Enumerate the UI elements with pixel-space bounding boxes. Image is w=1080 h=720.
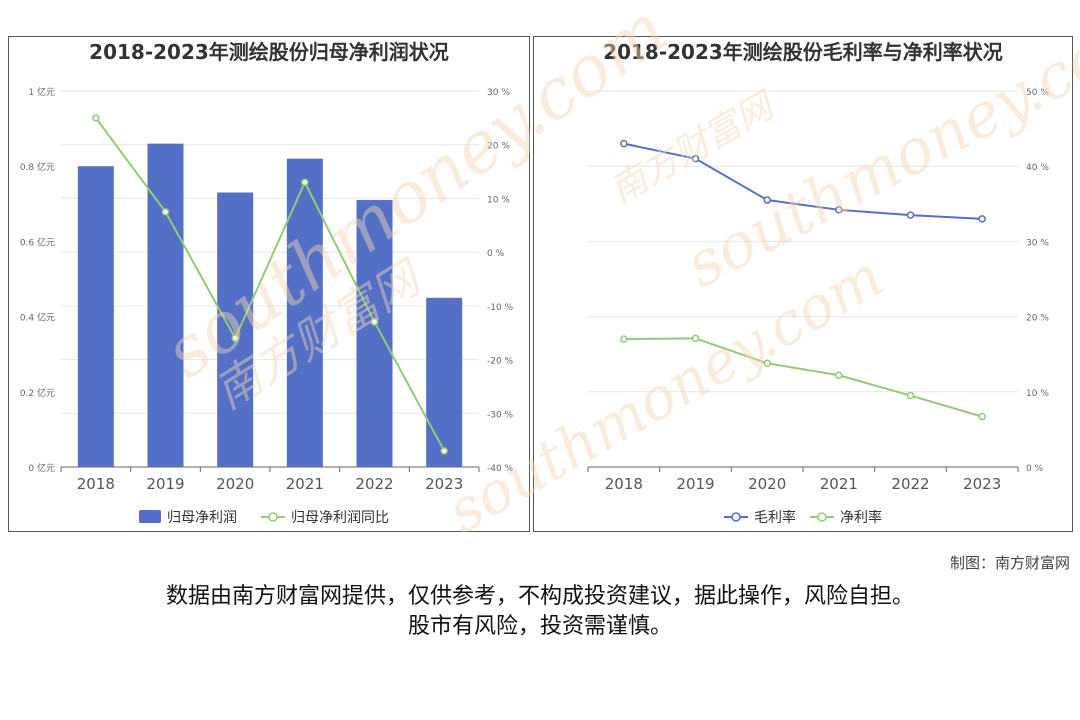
series-point — [763, 359, 771, 367]
x-tick-label: 2022 — [355, 475, 393, 493]
right-tick-label: 0 % — [487, 249, 505, 259]
chart-title: 2018-2023年测绘股份归母净利润状况 — [89, 40, 449, 64]
series-point — [835, 371, 843, 380]
left-tick-label: 1 亿元 — [28, 86, 55, 98]
legend-line-marker — [817, 512, 827, 522]
right-tick-label: 20 % — [1026, 314, 1049, 324]
series-point — [763, 196, 771, 204]
right-tick-label: 30 % — [487, 88, 510, 98]
bar — [286, 158, 323, 467]
series-point — [978, 412, 986, 421]
series-line-0 — [623, 142, 983, 220]
series-point — [906, 211, 915, 219]
x-tick-label: 2019 — [676, 475, 714, 493]
series-point — [691, 334, 700, 343]
right-tick-label: 20 % — [487, 142, 510, 152]
series-point — [691, 154, 700, 163]
right-tick-label: -30 % — [487, 410, 514, 420]
margin-chart-panel: 2018-2023年测绘股份毛利率与净利率状况 0 % 10 % 20 % 30 % 40… — [533, 36, 1073, 532]
x-tick-label: 2023 — [425, 475, 463, 493]
disclaimer-line-1: 数据由南方财富网提供，仅供参考，不构成投资建议，据此操作，风险自担。 — [165, 584, 914, 609]
left-tick-label: 0.6 亿元 — [20, 236, 55, 248]
bar — [426, 297, 463, 467]
profit-chart: 2018-2023年测绘股份归母净利润状况 -40 % -30 % -20 % -10 … — [20, 40, 514, 526]
series-point — [978, 215, 986, 223]
x-tick-label: 2021 — [820, 475, 858, 493]
left-tick-label: 0.2 亿元 — [20, 387, 55, 399]
yoy-point — [440, 447, 448, 455]
series-point — [835, 206, 843, 214]
left-tick-label: 0.8 亿元 — [20, 161, 55, 173]
right-tick-label: 40 % — [1026, 163, 1049, 173]
disclaimer-line-2: 股市有风险，投资需谨慎。 — [407, 614, 672, 639]
right-tick-label: 30 % — [1026, 238, 1049, 248]
x-tick-label: 2022 — [891, 475, 929, 493]
legend-line-marker — [731, 512, 741, 522]
margin-chart: 2018-2023年测绘股份毛利率与净利率状况 0 % 10 % 20 % 30 % 40… — [587, 40, 1049, 526]
bar — [77, 166, 114, 467]
right-tick-label: 0 % — [1026, 464, 1044, 474]
series-line-yoy — [95, 117, 446, 452]
x-tick-label: 2020 — [748, 475, 786, 493]
legend-label: 毛利率 — [754, 509, 796, 526]
yoy-point — [231, 334, 239, 342]
right-tick-label: 10 % — [1026, 389, 1049, 399]
credit-label: 制图：南方财富网 — [949, 554, 1070, 572]
yoy-point — [92, 114, 100, 122]
legend-bar-label: 归母净利润 — [167, 509, 237, 526]
series-point — [906, 391, 915, 400]
right-tick-label: 50 % — [1026, 88, 1049, 98]
right-tick-label: -20 % — [487, 357, 514, 367]
series-point — [620, 139, 628, 148]
x-tick-label: 2018 — [605, 475, 643, 493]
x-tick-label: 2020 — [216, 475, 254, 493]
legend-label: 净利率 — [840, 509, 882, 526]
series-point — [620, 335, 628, 343]
bar — [356, 200, 393, 468]
right-tick-label: -40 % — [487, 464, 514, 474]
legend-line-marker — [268, 512, 278, 522]
series-line-1 — [623, 337, 983, 418]
chart-title: 2018-2023年测绘股份毛利率与净利率状况 — [603, 40, 1003, 64]
profit-chart-panel: 2018-2023年测绘股份归母净利润状况 -40 % -30 % -20 % -10 … — [8, 36, 530, 532]
left-tick-label: 0 亿元 — [28, 462, 55, 474]
x-tick-label: 2021 — [286, 475, 324, 493]
x-tick-label: 2023 — [963, 475, 1001, 493]
left-tick-label: 0.4 亿元 — [20, 312, 55, 324]
legend-bar-swatch — [139, 510, 161, 523]
yoy-point — [370, 318, 379, 326]
bar — [217, 192, 254, 467]
yoy-point — [301, 178, 309, 187]
bar — [147, 143, 184, 467]
right-tick-label: 10 % — [487, 195, 510, 205]
yoy-point — [161, 208, 170, 216]
x-tick-label: 2019 — [146, 475, 184, 493]
x-tick-label: 2018 — [77, 475, 115, 493]
right-tick-label: -10 % — [487, 303, 514, 313]
disclaimer: 数据由南方财富网提供，仅供参考，不构成投资建议，据此操作，风险自担。 股市有风险… — [0, 582, 1080, 642]
legend-line-label: 归母净利润同比 — [291, 509, 389, 526]
